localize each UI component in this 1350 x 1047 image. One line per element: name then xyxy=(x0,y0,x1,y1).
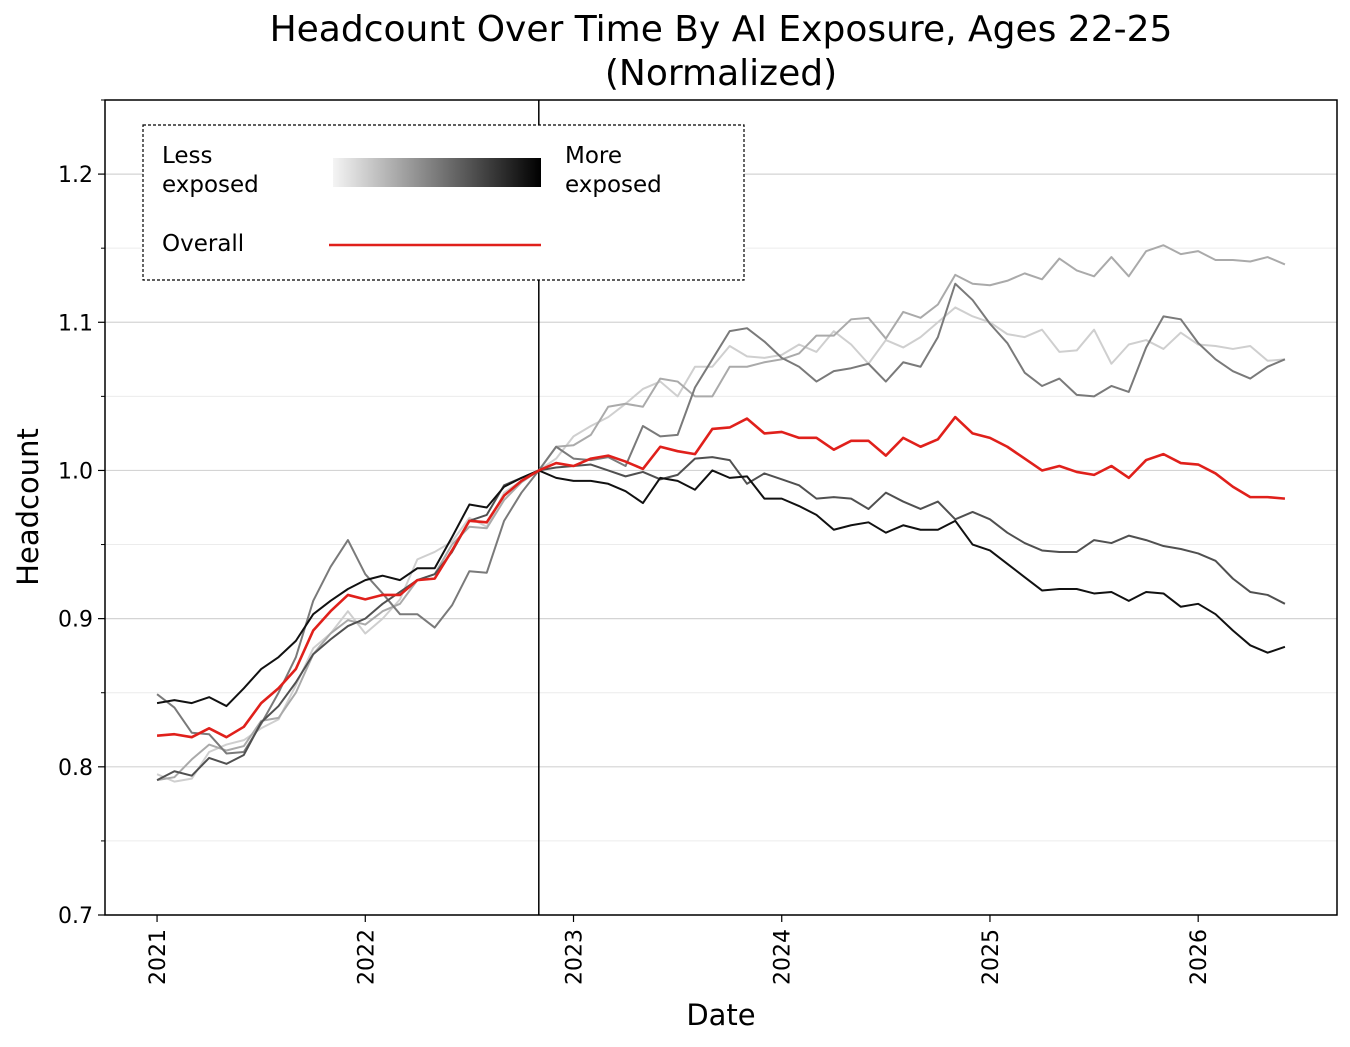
y-axis-label: Headcount xyxy=(11,428,45,586)
series-line xyxy=(156,282,1286,755)
x-tick-label: 2026 xyxy=(1187,929,1212,985)
x-tick-label: 2024 xyxy=(771,929,796,985)
legend-gradient xyxy=(333,158,541,187)
legend-box xyxy=(142,124,745,281)
series-line xyxy=(156,244,1286,782)
legend-less: Less exposed xyxy=(162,143,259,198)
x-tick-label: 2025 xyxy=(979,929,1004,985)
legend-more: More exposed xyxy=(565,143,662,198)
series-line xyxy=(156,456,1286,782)
y-tick-label: 1.0 xyxy=(58,459,93,484)
x-tick-label: 2023 xyxy=(563,929,588,985)
series-line xyxy=(156,306,1286,783)
y-tick-label: 0.7 xyxy=(58,904,93,929)
series-line xyxy=(156,415,1286,739)
chart-title: Headcount Over Time By AI Exposure, Ages… xyxy=(269,9,1173,94)
series-line xyxy=(156,469,1286,708)
y-tick-label: 0.9 xyxy=(58,608,93,633)
legend-overall: Overall xyxy=(162,231,245,257)
x-axis-label: Date xyxy=(686,998,755,1032)
plot-frame xyxy=(104,99,1338,916)
x-tick-label: 2022 xyxy=(354,929,379,985)
x-tick-label: 2021 xyxy=(146,929,171,985)
y-tick-label: 0.8 xyxy=(58,756,93,781)
y-tick-label: 1.2 xyxy=(58,163,93,188)
y-tick-label: 1.1 xyxy=(58,311,93,336)
